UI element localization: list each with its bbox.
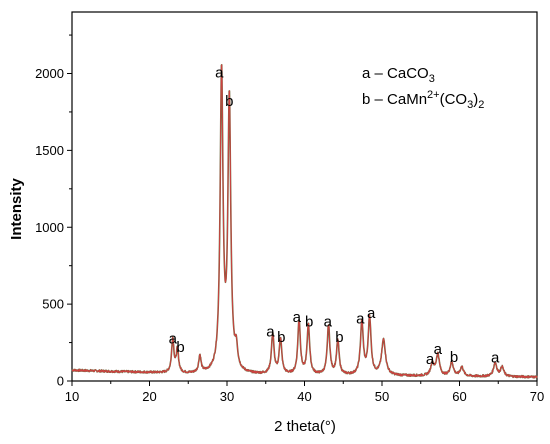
peak-label: b (305, 313, 313, 330)
y-tick-label: 1000 (35, 220, 64, 235)
peak-label: a (266, 323, 275, 340)
y-tick-label: 2000 (35, 66, 64, 81)
y-axis-title: Intensity (8, 178, 25, 240)
ticks-layer: 10 20 30 40 50 60 70 0 500 1000 1500 2000 (35, 34, 544, 404)
legend-entry-a-sub: 3 (429, 73, 435, 85)
x-axis-title: 2 theta(°) (274, 418, 336, 435)
series-line-shadow (71, 64, 538, 379)
x-tick-label: 10 (65, 389, 79, 404)
peak-label: a (491, 350, 500, 367)
series-layer (71, 64, 538, 379)
peak-label: a (293, 309, 302, 326)
legend-entry-a-prefix: a – CaCO (362, 65, 429, 82)
peak-label: b (277, 329, 285, 346)
x-tick-label: 60 (452, 389, 466, 404)
peak-label: a (426, 351, 435, 368)
legend-entry-b-sup: 2+ (427, 89, 440, 101)
peak-label: a (215, 64, 224, 81)
legend-entry-b-prefix: b – CaMn (362, 91, 427, 108)
x-tick-label: 40 (297, 389, 311, 404)
peak-label: a (434, 341, 443, 358)
legend-entry-b-sub1: 3 (467, 99, 473, 111)
legend-entry-b-sub2: 2 (478, 99, 484, 111)
series-line (71, 64, 538, 379)
legend-entry-a: a – CaCO3 (362, 65, 435, 85)
peak-label: b (335, 329, 343, 346)
legend: a – CaCO3 b – CaMn2+(CO3)2 (362, 65, 484, 111)
x-tick-label: 30 (220, 389, 234, 404)
y-tick-label: 0 (57, 374, 64, 389)
peak-label: a (324, 313, 333, 330)
legend-entry-b-mid: (CO (440, 91, 468, 108)
peak-label: a (169, 330, 178, 347)
x-tick-label: 70 (530, 389, 544, 404)
peak-label: b (176, 339, 184, 356)
peak-label: b (225, 93, 233, 110)
peak-label: a (356, 310, 365, 327)
legend-entry-b: b – CaMn2+(CO3)2 (362, 89, 484, 111)
peak-label: b (450, 349, 458, 366)
y-tick-label: 1500 (35, 143, 64, 158)
y-tick-label: 500 (42, 297, 64, 312)
peak-label: a (367, 305, 376, 322)
x-tick-label: 50 (375, 389, 389, 404)
x-tick-label: 20 (142, 389, 156, 404)
legend-entry-b-suffix: ) (473, 91, 478, 108)
